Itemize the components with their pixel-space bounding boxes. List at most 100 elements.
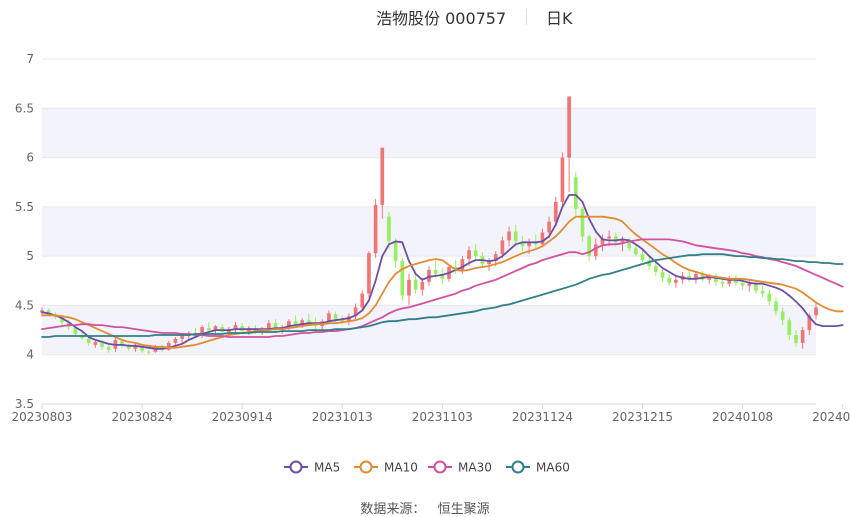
candle-body: [767, 293, 772, 302]
candle: [400, 258, 405, 301]
candle-body: [740, 282, 745, 286]
candle: [473, 244, 478, 261]
source-provider: 恒生聚源: [437, 502, 490, 517]
candle: [520, 236, 525, 252]
candle-body: [433, 269, 438, 274]
candle: [694, 271, 698, 284]
candle: [700, 270, 705, 282]
legend-swatch-marker: [433, 460, 447, 474]
candle-body: [780, 311, 785, 321]
candle: [500, 236, 505, 259]
candle: [580, 206, 585, 242]
candle-body: [567, 96, 571, 158]
candle-body: [173, 338, 178, 343]
candle-body: [607, 236, 611, 239]
candle-body: [794, 335, 798, 343]
candle: [40, 307, 44, 316]
candle: [533, 234, 538, 249]
candle-body: [540, 232, 545, 245]
candle-body: [774, 301, 778, 312]
candle-body: [560, 157, 565, 202]
legend-label: MA30: [458, 461, 492, 475]
legend: MA5 MA10 MA30 MA60: [284, 460, 570, 475]
legend-swatch-marker: [289, 460, 303, 474]
candle: [747, 279, 752, 292]
candle-body: [140, 346, 144, 351]
candle-body: [620, 240, 625, 243]
legend-label: MA60: [536, 461, 570, 475]
candle-body: [700, 273, 705, 280]
candle-body: [106, 346, 111, 350]
candle-body: [400, 261, 405, 296]
legend-swatch-marker: [359, 460, 373, 474]
x-tick-label: 20231124: [512, 410, 573, 424]
candle-body: [267, 323, 271, 330]
candle: [780, 307, 785, 326]
legend-item-ma60: MA60: [506, 460, 570, 475]
data-source: 数据来源： 恒生聚源: [0, 498, 850, 517]
candle-body: [800, 330, 805, 343]
source-label: 数据来源：: [360, 502, 426, 517]
candle-body: [500, 240, 505, 255]
candle-body: [807, 315, 812, 331]
candle: [634, 244, 638, 257]
y-tick-label: 5.5: [15, 200, 34, 214]
candle-body: [634, 248, 638, 255]
y-tick-label: 6.5: [15, 101, 34, 115]
candle-body: [93, 341, 98, 345]
legend-item-ma30: MA30: [428, 460, 492, 475]
candle-body: [760, 290, 765, 294]
x-axis: 20230803 20230824 20230914 20231013 20231103…: [11, 403, 850, 424]
candle: [146, 349, 151, 355]
candle-body: [527, 242, 531, 247]
candle: [714, 272, 718, 286]
candle-body: [180, 335, 184, 339]
candle: [587, 234, 591, 262]
y-tick-label: 4: [26, 348, 34, 362]
chart-title: 浩物股份 000757 日K: [0, 5, 850, 29]
candle: [133, 342, 138, 352]
candle: [654, 262, 658, 276]
candle-body: [380, 147, 385, 205]
x-tick-label: 20230803: [11, 410, 72, 424]
candle-body: [640, 254, 645, 261]
ma30-line: [41, 238, 844, 338]
candle-body: [146, 351, 151, 353]
candle-body: [533, 242, 538, 245]
candle-body: [327, 313, 331, 322]
candle-body: [133, 344, 138, 349]
candle: [640, 250, 645, 263]
candle: [540, 228, 545, 247]
candle-body: [694, 273, 698, 278]
candle: [787, 317, 792, 340]
candle-body: [40, 310, 44, 313]
candle-body: [420, 281, 425, 290]
candle: [233, 322, 238, 334]
candle-body: [120, 340, 124, 346]
candle: [513, 224, 518, 247]
candle: [93, 340, 98, 348]
candle-body: [287, 321, 291, 328]
candle-body: [373, 204, 378, 254]
legend-label: MA5: [314, 461, 340, 475]
candle: [380, 147, 385, 219]
candle-body: [126, 345, 131, 349]
candle-body: [387, 216, 391, 242]
y-tick-label: 6: [26, 151, 34, 165]
candle: [647, 256, 652, 270]
candle: [507, 226, 511, 247]
candle-body: [814, 307, 818, 316]
legend-item-ma5: MA5: [284, 460, 340, 475]
title-separator: [526, 9, 527, 25]
candle-body: [73, 328, 78, 335]
candle-body: [233, 325, 238, 330]
x-tick-label: 20240108: [712, 410, 773, 424]
candle-body: [440, 273, 445, 279]
y-tick-label: 4.5: [15, 298, 34, 312]
candle-body: [166, 342, 171, 350]
candle-body: [86, 338, 91, 343]
candle-body: [627, 240, 632, 249]
candle-body: [367, 253, 371, 294]
candle: [407, 273, 411, 306]
